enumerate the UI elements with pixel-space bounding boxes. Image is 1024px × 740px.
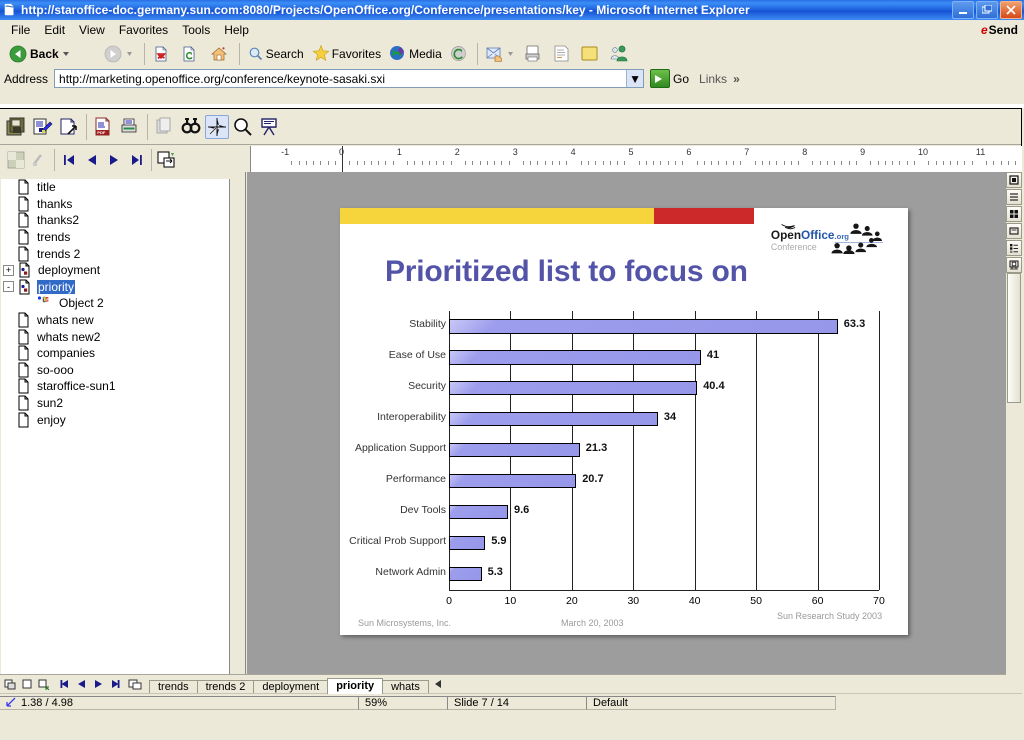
svg-text:E: E bbox=[46, 298, 49, 303]
svg-text:Conference: Conference bbox=[771, 242, 817, 252]
svg-text:PDF: PDF bbox=[97, 130, 106, 135]
svg-text:OpenOffice.org: OpenOffice.org bbox=[771, 228, 849, 242]
